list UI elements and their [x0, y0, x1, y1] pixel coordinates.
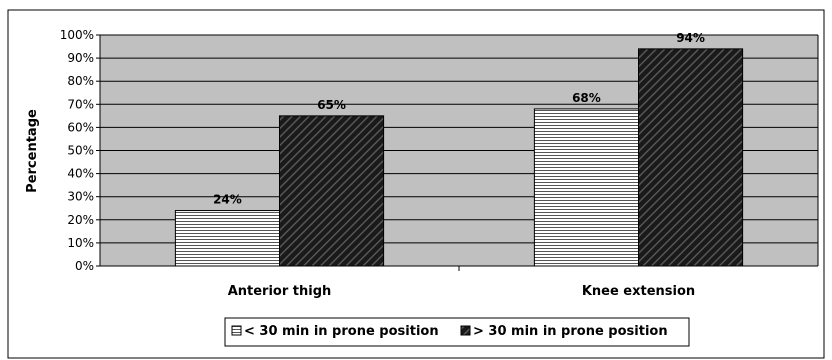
y-tick-label: 50%	[67, 144, 94, 158]
x-category-label: Anterior thigh	[228, 284, 332, 299]
legend-label-over-30: > 30 min in prone position	[473, 324, 668, 339]
data-label: 24%	[213, 193, 242, 207]
labels: 0% 10% 20% 30% 40% 50% 60% 70% 80% 90% 100% Anterio…	[60, 28, 705, 299]
y-tick-label: 30%	[67, 190, 94, 204]
y-tick-label: 70%	[67, 97, 94, 111]
y-tick-label: 40%	[67, 167, 94, 181]
bars	[174, 48, 744, 267]
y-axis-title: Percentage	[25, 109, 40, 193]
legend-swatch-over-30	[460, 325, 471, 336]
axes	[96, 34, 819, 271]
data-label: 65%	[317, 98, 346, 112]
legend-box	[224, 317, 690, 347]
data-label: 68%	[572, 91, 601, 105]
legend-label-under-30: < 30 min in prone position	[244, 324, 439, 339]
legend-swatch-under-30	[231, 325, 242, 336]
y-tick-label: 60%	[67, 120, 94, 134]
y-tick-label: 90%	[67, 51, 94, 65]
y-tick-label: 80%	[67, 74, 94, 88]
y-tick-label: 10%	[67, 236, 94, 250]
y-tick-label: 20%	[67, 213, 94, 227]
legend: < 30 min in prone position > 30 min in p…	[224, 317, 690, 347]
bar	[533, 108, 640, 267]
bar	[279, 115, 385, 267]
bar	[174, 210, 280, 267]
y-tick-label: 100%	[60, 28, 94, 42]
data-label: 94%	[676, 31, 705, 45]
y-tick-label: 0%	[75, 259, 94, 273]
x-category-label: Knee extension	[582, 284, 695, 299]
bar	[638, 48, 744, 267]
